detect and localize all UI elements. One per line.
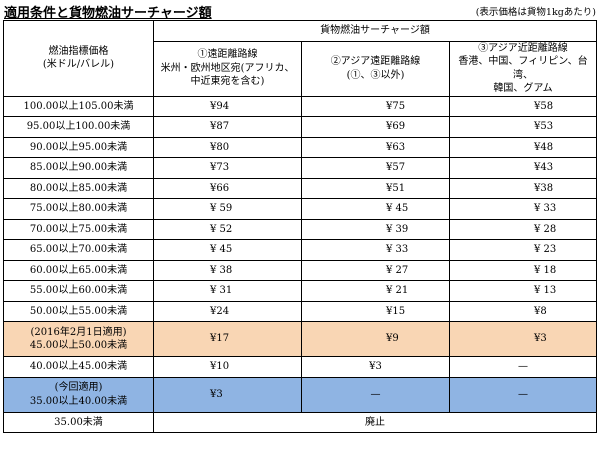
table-row: 55.00以上60.00未満 ¥ 31 ¥ 21 ¥ 13 [3,280,597,302]
route-header-asia-short: ③アジア近距離路線 香港、中国、フィリピン、台湾、 韓国、グアム [449,40,597,97]
table-row: 65.00以上70.00未満 ¥ 45 ¥ 33 ¥ 23 [3,239,597,261]
route-header-asia-long: ②アジア遠距離路線 (①、③以外) [301,40,450,97]
surcharge-header: 貨物燃油サーチャージ額 [153,20,597,42]
table-row: 100.00以上105.00未満 ¥94 ¥75 ¥58 [3,95,597,117]
table-row: 60.00以上65.00未満 ¥ 38 ¥ 27 ¥ 18 [3,259,597,281]
next-applied-row: (今回適用) 35.00以上40.00未満 ¥3 — — [3,376,597,413]
page-title: 適用条件と貨物燃油サーチャージ額 [4,6,212,21]
current-applied-row: (2016年2月1日適用) 45.00以上50.00未満 ¥17 ¥9 ¥3 [3,321,597,357]
table-row: 75.00以上80.00未満 ¥ 59 ¥ 45 ¥ 33 [3,198,597,220]
page-header: 適用条件と貨物燃油サーチャージ額 (表示価格は貨物1kgあたり) [4,2,596,21]
table-row: 35.00未満 廃止 [3,411,597,433]
table-row: 50.00以上55.00未満 ¥24 ¥15 ¥8 [3,300,597,322]
table-row: 40.00以上45.00未満 ¥10 ¥3 — [3,356,597,378]
unit-note: (表示価格は貨物1kgあたり) [475,7,596,18]
table-row: 70.00以上75.00未満 ¥ 52 ¥ 39 ¥ 28 [3,218,597,240]
route-header-long-haul: ①遠距離路線 米州・欧州地区宛(アフリカ、 中近東宛を含む) [153,40,302,97]
table-row: 85.00以上90.00未満 ¥73 ¥57 ¥43 [3,157,597,179]
abolished-cell: 廃止 [153,411,597,433]
index-price-header: 燃油指標価格 (米ドル/バレル) [3,20,154,97]
table-row: 95.00以上100.00未満 ¥87 ¥69 ¥53 [3,116,597,138]
table-row: 80.00以上85.00未満 ¥66 ¥51 ¥38 [3,177,597,199]
fuel-surcharge-table: 燃油指標価格 (米ドル/バレル) 貨物燃油サーチャージ額 ①遠距離路線 米州・欧… [3,20,597,433]
table-row: 90.00以上95.00未満 ¥80 ¥63 ¥48 [3,136,597,158]
